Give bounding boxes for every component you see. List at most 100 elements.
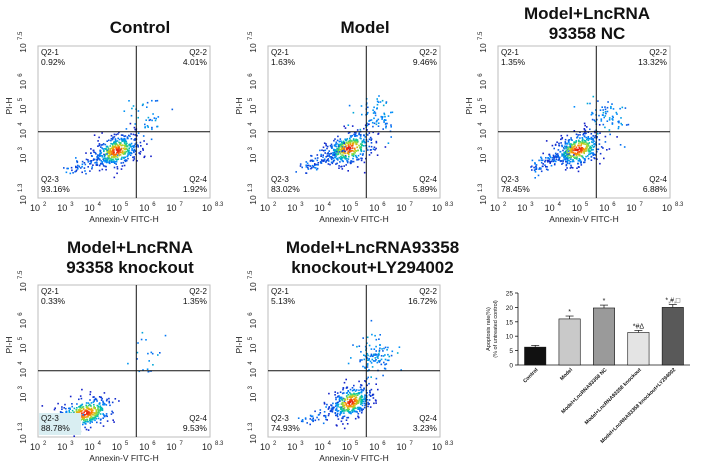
event-dot bbox=[350, 394, 352, 397]
event-dot bbox=[342, 154, 344, 156]
event-dot bbox=[577, 134, 579, 136]
event-dot bbox=[147, 126, 149, 128]
event-dot bbox=[102, 401, 105, 404]
event-dot bbox=[373, 402, 375, 405]
event-dot bbox=[360, 401, 362, 404]
event-dot bbox=[375, 383, 377, 385]
event-dot bbox=[99, 407, 101, 409]
event-dot bbox=[301, 166, 303, 169]
event-dot bbox=[355, 132, 357, 134]
event-dot bbox=[377, 122, 380, 124]
event-dot bbox=[102, 400, 104, 403]
event-dot bbox=[390, 124, 392, 126]
y-tick-exponent: 4 bbox=[18, 361, 24, 365]
event-dot bbox=[65, 171, 68, 174]
event-dot bbox=[367, 403, 369, 405]
panel-title-ly-line1: Model+LncRNA93358 bbox=[285, 238, 460, 257]
event-dot bbox=[304, 417, 307, 419]
x-tick-label: 10 bbox=[85, 203, 95, 213]
event-dot bbox=[319, 161, 322, 163]
event-dot bbox=[335, 143, 337, 145]
event-dot bbox=[83, 167, 86, 169]
event-dot bbox=[361, 409, 363, 412]
quadrant-percent: 0.33% bbox=[41, 296, 66, 306]
event-dot bbox=[97, 413, 99, 416]
x-tick-exponent: 5 bbox=[125, 202, 129, 208]
event-dot bbox=[560, 142, 562, 144]
event-dot bbox=[84, 170, 86, 172]
event-dot bbox=[381, 118, 383, 120]
event-dot bbox=[89, 419, 91, 421]
x-tick-exponent: 2 bbox=[503, 202, 507, 208]
event-dot bbox=[573, 106, 576, 108]
event-dot bbox=[584, 143, 586, 145]
event-dot bbox=[111, 151, 113, 153]
event-dot bbox=[556, 153, 559, 155]
event-dot bbox=[319, 409, 322, 411]
event-dot bbox=[566, 143, 569, 145]
event-dot bbox=[351, 400, 353, 402]
event-dot bbox=[368, 358, 370, 360]
y-tick: 103 bbox=[18, 146, 28, 163]
event-dot bbox=[347, 158, 350, 160]
event-dot bbox=[101, 147, 103, 149]
event-dot bbox=[73, 407, 76, 410]
event-dot bbox=[310, 167, 312, 170]
event-dot bbox=[113, 421, 115, 423]
event-dot bbox=[336, 403, 338, 405]
event-dot bbox=[598, 139, 601, 141]
event-dot bbox=[121, 134, 124, 136]
event-dot bbox=[99, 159, 101, 161]
event-dot bbox=[82, 408, 85, 410]
event-dot bbox=[118, 148, 121, 150]
event-dot bbox=[370, 376, 372, 378]
event-dot bbox=[368, 369, 370, 371]
event-dot bbox=[348, 145, 350, 148]
event-dot bbox=[343, 142, 345, 144]
event-dot bbox=[568, 162, 571, 165]
event-dot bbox=[94, 158, 96, 161]
event-dot bbox=[534, 177, 536, 179]
event-dot bbox=[375, 345, 377, 348]
event-dot bbox=[119, 149, 122, 152]
event-dot bbox=[608, 148, 611, 150]
x-tick-exponent: 8.3 bbox=[215, 441, 224, 447]
event-dot bbox=[358, 397, 361, 400]
event-dot bbox=[105, 148, 107, 150]
event-dot bbox=[339, 406, 341, 408]
event-dot bbox=[347, 132, 350, 134]
event-dot bbox=[113, 151, 115, 154]
event-dot bbox=[564, 169, 567, 171]
event-dot bbox=[311, 419, 313, 421]
bar-3 bbox=[627, 332, 650, 366]
event-dot bbox=[564, 141, 567, 143]
quadrant-percent: 4.01% bbox=[183, 57, 208, 67]
panel-title-knockout-line2: 93358 knockout bbox=[66, 258, 194, 277]
event-dot bbox=[90, 420, 92, 422]
event-dot bbox=[599, 109, 602, 111]
event-dot bbox=[573, 153, 576, 156]
event-dot bbox=[305, 164, 307, 167]
event-dot bbox=[104, 154, 107, 156]
event-dot bbox=[307, 164, 310, 167]
event-dot bbox=[371, 333, 373, 336]
event-dot bbox=[342, 388, 344, 391]
event-dot bbox=[89, 399, 91, 401]
event-dot bbox=[361, 396, 363, 399]
event-dot bbox=[322, 156, 324, 158]
event-dot bbox=[146, 143, 148, 145]
event-dot bbox=[90, 162, 92, 165]
event-dot bbox=[337, 410, 340, 412]
event-dot bbox=[317, 418, 320, 421]
event-dot bbox=[360, 394, 363, 397]
event-dot bbox=[361, 157, 363, 160]
y-tick-exponent: 1.3 bbox=[248, 183, 254, 192]
event-dot bbox=[107, 158, 109, 160]
event-dot bbox=[346, 398, 349, 401]
event-dot bbox=[367, 140, 369, 143]
quadrant-percent: 93.16% bbox=[41, 184, 70, 194]
event-dot bbox=[100, 399, 103, 401]
event-dot bbox=[372, 355, 374, 358]
event-dot bbox=[349, 146, 351, 149]
event-dot bbox=[342, 403, 344, 405]
